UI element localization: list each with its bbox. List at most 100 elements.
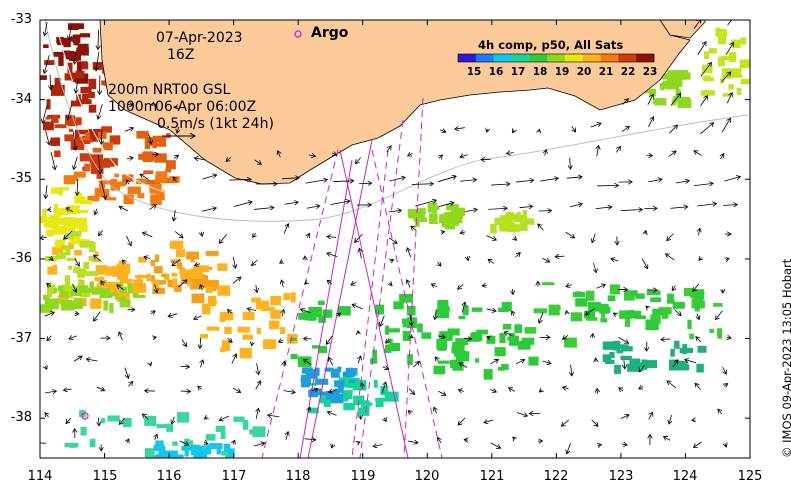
- current-vector: [721, 118, 730, 133]
- sst-pixel: [502, 216, 513, 226]
- current-vector: [459, 363, 468, 368]
- sst-pixel: [73, 217, 88, 229]
- sst-pixel: [96, 283, 103, 288]
- sst-pixel: [102, 142, 113, 151]
- current-vector: [257, 363, 259, 374]
- sst-pixel: [474, 358, 480, 363]
- current-vector: [307, 233, 309, 237]
- current-vector: [724, 177, 740, 182]
- current-vector: [722, 366, 727, 374]
- current-vector: [256, 285, 257, 292]
- current-vector: [693, 283, 700, 292]
- current-vector: [513, 130, 515, 133]
- current-vector: [696, 337, 702, 343]
- current-vector: [251, 342, 252, 346]
- sst-pixel: [190, 277, 199, 288]
- current-vector: [308, 155, 316, 156]
- sst-pixel: [728, 84, 734, 90]
- sst-pixel: [84, 163, 91, 172]
- current-vector: [438, 390, 445, 395]
- current-vector: [144, 257, 151, 259]
- current-vector: [280, 261, 283, 263]
- current-vector: [64, 389, 72, 390]
- current-vector: [538, 224, 544, 231]
- sst-pixel: [421, 332, 432, 339]
- sst-pixel: [452, 341, 465, 348]
- sst-pixel: [74, 129, 88, 135]
- current-vector: [539, 312, 544, 324]
- current-vector: [408, 441, 418, 443]
- sst-pixel: [90, 298, 102, 309]
- current-vector: [516, 180, 534, 182]
- sst-pixel: [314, 367, 320, 376]
- sst-pixel: [65, 249, 71, 256]
- sst-pixel: [193, 454, 201, 458]
- current-vector: [151, 311, 155, 314]
- sst-pixel: [101, 80, 107, 86]
- sst-pixel: [83, 261, 89, 270]
- current-vector: [545, 150, 547, 156]
- sst-pixel: [722, 93, 731, 97]
- sst-pixel: [659, 82, 665, 91]
- current-vector: [698, 228, 699, 236]
- current-vector: [355, 233, 363, 242]
- sst-pixel: [646, 360, 658, 369]
- sst-pixel: [170, 259, 181, 264]
- sst-pixel: [387, 338, 393, 344]
- sst-pixel: [444, 212, 457, 221]
- current-vector: [327, 253, 338, 257]
- current-vector: [49, 257, 53, 260]
- current-vector: [411, 226, 416, 230]
- current-vector: [672, 360, 678, 368]
- x-tick-label: 116: [156, 469, 182, 484]
- sst-pixel: [375, 401, 384, 408]
- sst-pixel: [73, 171, 78, 182]
- sst-pixel: [123, 194, 134, 205]
- current-vector: [95, 208, 97, 215]
- current-vector: [152, 154, 158, 155]
- sst-pixel: [77, 43, 89, 49]
- sst-pixel: [332, 371, 339, 376]
- sst-pixel: [677, 80, 683, 87]
- sst-pixel: [76, 94, 82, 104]
- sst-pixel: [337, 306, 351, 316]
- current-vector: [124, 128, 134, 132]
- sst-pixel: [67, 62, 73, 73]
- current-vector: [384, 418, 386, 422]
- current-vector: [204, 417, 207, 419]
- current-vector: [571, 364, 572, 376]
- sst-pixel: [713, 302, 723, 307]
- current-vector: [327, 236, 337, 237]
- sst-pixel: [155, 174, 168, 184]
- current-vector: [674, 309, 681, 315]
- sst-pixel: [74, 298, 83, 310]
- sst-pixel: [135, 274, 149, 279]
- current-vector: [641, 258, 648, 269]
- current-vector: [45, 22, 48, 36]
- sst-pixel: [305, 371, 314, 378]
- sst-pixel: [415, 217, 420, 227]
- sst-pixel: [447, 328, 460, 336]
- sst-pixel: [171, 272, 178, 277]
- sst-pixel: [242, 334, 253, 340]
- sst-pixel: [708, 48, 717, 54]
- sst-pixel: [223, 443, 231, 452]
- current-vector: [98, 230, 104, 235]
- sst-pixel: [155, 440, 164, 446]
- current-vector: [675, 181, 689, 183]
- sst-pixel: [166, 423, 174, 432]
- sst-pixel: [99, 287, 113, 299]
- sst-pixel: [155, 194, 162, 202]
- sst-pixel: [524, 221, 535, 225]
- imos-credit: © IMOS 09-Apr-2023 13:05 Hobart: [780, 258, 791, 458]
- sst-patches: [40, 20, 750, 458]
- sst-pixel: [252, 426, 266, 438]
- sst-pixel: [308, 306, 322, 318]
- colorbar-swatch: [458, 54, 477, 62]
- sst-pixel: [205, 434, 216, 441]
- current-vector: [119, 417, 125, 424]
- sst-pixel: [73, 266, 81, 273]
- sst-pixel: [357, 407, 370, 416]
- sst-pixel: [517, 340, 531, 350]
- sst-pixel: [380, 385, 389, 396]
